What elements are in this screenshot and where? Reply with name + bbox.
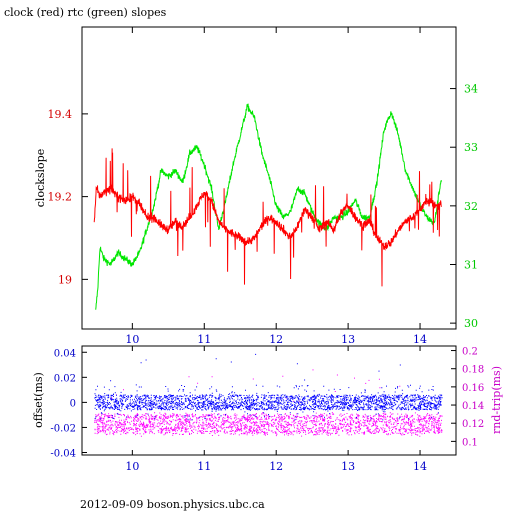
bottom-x-tick-label: 13 bbox=[341, 460, 355, 473]
bottom-plot-area bbox=[94, 353, 443, 437]
top-y2-tick-label: 30 bbox=[464, 317, 478, 330]
bottom-y-tick-label: 0.02 bbox=[54, 373, 76, 384]
bottom-y-tick-label: -0.04 bbox=[50, 448, 76, 459]
bottom-x-tick-label: 11 bbox=[197, 460, 211, 473]
top-y2-tick-label: 31 bbox=[464, 258, 478, 271]
top-y2-tick-label: 34 bbox=[464, 83, 478, 96]
top-axes: 10 11 12 13 14 19 19.2 19.4 30 31 32 33 34 bbox=[48, 27, 478, 346]
bottom-axes: 10 11 12 13 14 -0.04 -0.02 0 0.02 0.04 0.1 0.12 0.14… bbox=[50, 346, 484, 473]
bottom-x-tick-label: 12 bbox=[269, 460, 283, 473]
top-x-tick-label: 13 bbox=[341, 333, 355, 346]
chart-title: clock (red) rtc (green) slopes bbox=[4, 6, 167, 19]
bottom-x-tick-label: 10 bbox=[125, 460, 139, 473]
bottom-y2-tick-label: 0.18 bbox=[462, 365, 484, 376]
top-x-tick-label: 11 bbox=[197, 333, 211, 346]
bottom-y2-tick-label: 0.14 bbox=[462, 401, 484, 412]
bottom-plot-frame bbox=[81, 345, 457, 456]
series-rtc-line bbox=[95, 103, 442, 310]
top-x-tick-label: 12 bbox=[269, 333, 283, 346]
bottom-y2-tick-label: 0.2 bbox=[462, 347, 478, 358]
series-roundtrip-points bbox=[94, 369, 443, 437]
top-y-tick-label: 19.4 bbox=[48, 108, 73, 121]
bottom-y-tick-label: -0.02 bbox=[50, 423, 76, 434]
bottom-y-axis-label: offset(ms) bbox=[32, 372, 45, 428]
top-x-tick-label: 14 bbox=[413, 333, 427, 346]
bottom-y-tick-label: 0 bbox=[70, 398, 76, 409]
footer-caption: 2012-09-09 boson.physics.ubc.ca bbox=[80, 498, 265, 511]
top-y2-tick-label: 33 bbox=[464, 141, 478, 154]
bottom-y2-tick-label: 0.12 bbox=[462, 419, 484, 430]
top-x-tick-label: 10 bbox=[125, 333, 139, 346]
bottom-y2-tick-label: 0.16 bbox=[462, 383, 484, 394]
top-y-tick-label: 19.2 bbox=[48, 191, 73, 204]
series-clock-line bbox=[93, 148, 442, 287]
bottom-y2-axis-label: rnd-trip(ms) bbox=[490, 366, 503, 434]
series-offset-points bbox=[94, 353, 443, 421]
bottom-y2-tick-label: 0.1 bbox=[462, 437, 478, 448]
top-plot-area bbox=[93, 103, 442, 310]
top-y2-tick-label: 32 bbox=[464, 200, 478, 213]
bottom-x-tick-label: 14 bbox=[413, 460, 427, 473]
bottom-y-tick-label: 0.04 bbox=[54, 348, 76, 359]
top-plot-frame bbox=[81, 26, 457, 330]
top-y-tick-label: 19 bbox=[58, 273, 72, 286]
top-y-axis-label: clockslope bbox=[34, 149, 47, 207]
